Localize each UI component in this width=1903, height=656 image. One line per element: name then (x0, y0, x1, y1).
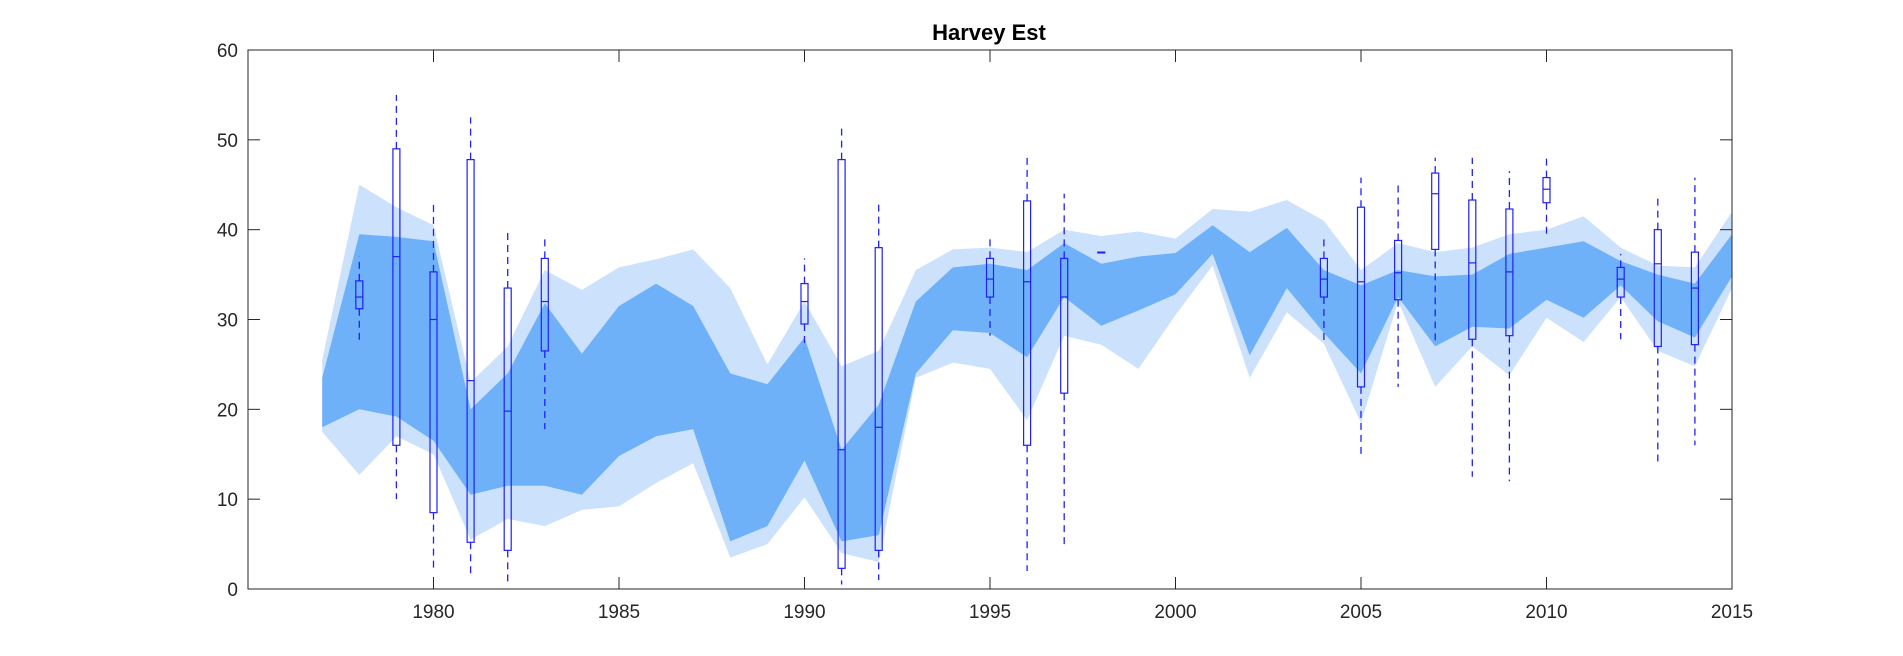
box (1653, 229, 1662, 348)
boxplot-2007 (1431, 157, 1440, 344)
boxplot-1991 (837, 123, 846, 585)
boxplot-1982 (503, 229, 512, 585)
boxplot-1992 (874, 202, 883, 581)
y-tick-label: 20 (217, 400, 238, 421)
boxplot-2013 (1653, 193, 1662, 464)
inner-band (322, 225, 1733, 542)
box (1468, 199, 1477, 340)
boxplot-1981 (466, 117, 475, 579)
boxplot-1995 (985, 235, 995, 336)
boxplot-1983 (540, 238, 549, 430)
y-tick-label: 40 (217, 221, 238, 242)
boxplot-2004 (1319, 238, 1329, 344)
chart-title: Harvey Est (932, 20, 1046, 45)
x-tick-label: 1980 (412, 602, 454, 623)
box (466, 158, 475, 543)
boxplot-2008 (1468, 157, 1477, 477)
box (355, 280, 364, 310)
boxplot-2009 (1505, 171, 1514, 482)
boxplot-1998 (1097, 251, 1106, 254)
plot-area (322, 94, 1733, 585)
y-tick-label: 0 (227, 580, 238, 601)
y-tick-label: 10 (217, 490, 238, 511)
box (1690, 251, 1700, 346)
boxplot-1978 (355, 256, 364, 342)
y-tick-label: 30 (217, 311, 238, 332)
boxplot-1997 (1060, 193, 1069, 545)
box (392, 148, 401, 446)
boxplot-1990 (800, 258, 809, 349)
y-tick-label: 60 (217, 41, 238, 62)
box (1356, 206, 1366, 388)
box (540, 257, 549, 352)
boxplot-2012 (1616, 253, 1625, 340)
boxplot-1996 (1022, 155, 1032, 572)
box (837, 158, 846, 569)
box (1616, 266, 1625, 298)
x-tick-label: 2015 (1711, 602, 1753, 623)
boxplot-2014 (1690, 177, 1700, 446)
x-tick-label: 1990 (783, 602, 825, 623)
x-tick-label: 2010 (1525, 602, 1567, 623)
boxplot-2006 (1393, 182, 1403, 387)
boxplot-1979 (392, 94, 401, 500)
box (1060, 257, 1069, 394)
box (1542, 176, 1551, 204)
box (985, 257, 995, 298)
box (503, 287, 512, 551)
x-tick-label: 1985 (598, 602, 640, 623)
axes: 1980 1985 1990 1995 2000 2005 2010 2015 0 10 20 30 4… (217, 41, 1753, 623)
box (1393, 239, 1403, 301)
box (1319, 257, 1329, 298)
y-tick-label: 50 (217, 131, 238, 152)
x-tick-label: 2000 (1154, 602, 1196, 623)
box (429, 271, 438, 514)
x-tick-label: 1995 (969, 602, 1011, 623)
x-tick-label: 2005 (1340, 602, 1382, 623)
boxplot-2005 (1356, 177, 1366, 457)
boxplot-2010 (1542, 155, 1551, 236)
boxplot-1980 (429, 204, 438, 572)
box (1022, 200, 1032, 446)
box (800, 282, 809, 325)
box (1431, 172, 1440, 251)
box (874, 247, 883, 551)
